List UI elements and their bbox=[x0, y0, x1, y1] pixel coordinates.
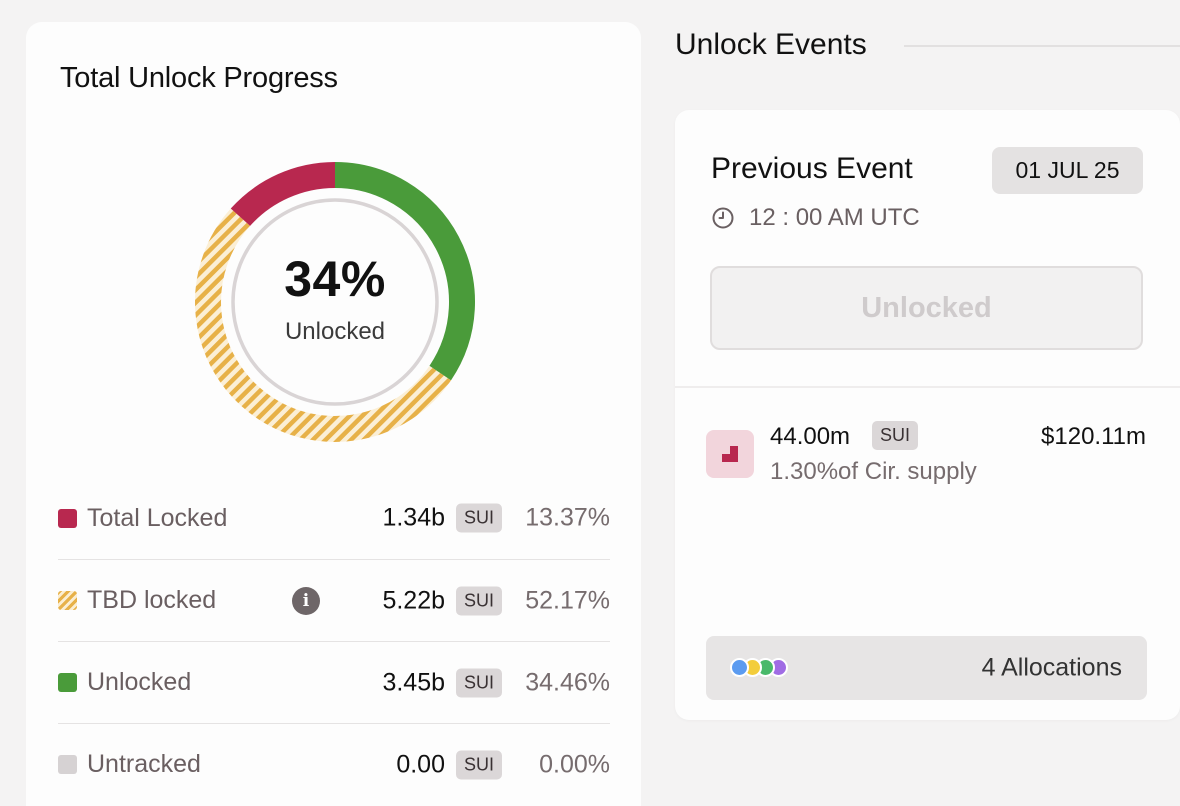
legend-percent: 34.46% bbox=[525, 668, 610, 696]
event-date-badge: 01 JUL 25 bbox=[992, 147, 1143, 194]
donut-svg bbox=[195, 162, 475, 442]
sui-badge: SUI bbox=[455, 668, 502, 697]
clock-icon bbox=[712, 207, 734, 229]
previous-event-card: Previous Event 01 JUL 25 12 : 00 AM UTC … bbox=[675, 110, 1180, 720]
unlocked-status-button[interactable]: Unlocked bbox=[710, 266, 1143, 350]
event-supply-percent: 1.30%of Cir. supply bbox=[770, 458, 977, 485]
event-time-row: 12 : 00 AM UTC bbox=[711, 204, 920, 232]
legend-percent: 13.37% bbox=[525, 503, 610, 532]
sui-badge: SUI bbox=[872, 421, 919, 450]
crimson-swatch-icon bbox=[58, 508, 77, 528]
legend-percent: 52.17% bbox=[525, 586, 610, 614]
legend-percent: 0.00% bbox=[539, 750, 610, 778]
unlocked-percent: 34% bbox=[284, 251, 386, 307]
total-unlock-progress-card: Total Unlock Progress 34% Unlocked Total… bbox=[26, 22, 641, 806]
allocations-count: 4 Allocations bbox=[981, 653, 1122, 682]
legend-row-total-locked: Total Locked 1.34b SUI 13.37% bbox=[58, 477, 610, 559]
stairs-icon bbox=[722, 446, 738, 462]
donut-center: 34% Unlocked bbox=[194, 161, 476, 443]
gray-swatch-icon bbox=[58, 755, 77, 774]
card-divider bbox=[675, 386, 1180, 388]
sui-badge: SUI bbox=[455, 750, 502, 779]
legend-row-unlocked: Unlocked 3.45b SUI 34.46% bbox=[58, 641, 610, 723]
legend-amount: 0.00 bbox=[396, 750, 445, 778]
green-swatch-icon bbox=[58, 673, 77, 692]
title-divider bbox=[904, 45, 1180, 47]
progress-title: Total Unlock Progress bbox=[60, 62, 338, 94]
info-icon[interactable]: i bbox=[292, 586, 320, 615]
legend-amount: 5.22b bbox=[382, 586, 445, 614]
legend-row-tbd-locked: TBD locked i 5.22b SUI 52.17% bbox=[58, 559, 610, 641]
unlock-events-title: Unlock Events bbox=[675, 28, 867, 61]
donut-segment-total-locked bbox=[230, 162, 336, 227]
allocation-dot-icon bbox=[730, 658, 749, 677]
striped-swatch-icon bbox=[58, 591, 77, 610]
sui-badge: SUI bbox=[455, 503, 502, 533]
sui-badge: SUI bbox=[455, 586, 502, 615]
legend-label: Unlocked bbox=[87, 668, 192, 696]
donut-inner-ring bbox=[231, 198, 439, 406]
legend-label: Total Locked bbox=[87, 503, 228, 532]
legend-amount: 1.34b bbox=[382, 503, 445, 532]
legend-row-untracked: Untracked 0.00 SUI 0.00% bbox=[58, 723, 610, 805]
legend-amount: 3.45b bbox=[382, 668, 445, 696]
unlocked-label: Unlocked bbox=[284, 318, 386, 345]
event-time: 12 : 00 AM UTC bbox=[749, 204, 920, 231]
allocation-icon bbox=[706, 430, 754, 478]
legend-label: TBD locked bbox=[87, 586, 217, 614]
event-heading: Previous Event bbox=[711, 152, 913, 185]
event-amount: 44.00m bbox=[770, 423, 851, 450]
donut-segment-unlocked bbox=[334, 162, 475, 381]
event-usd-value: $120.11m bbox=[1041, 423, 1146, 450]
unlock-donut-chart: 34% Unlocked bbox=[194, 161, 476, 443]
legend-label: Untracked bbox=[87, 750, 201, 778]
unlock-legend: Total Locked 1.34b SUI 13.37% TBD locked… bbox=[58, 477, 610, 805]
allocation-dots bbox=[730, 658, 800, 678]
donut-segment-tbd-locked bbox=[195, 208, 451, 442]
allocations-button[interactable]: 4 Allocations bbox=[706, 636, 1147, 700]
